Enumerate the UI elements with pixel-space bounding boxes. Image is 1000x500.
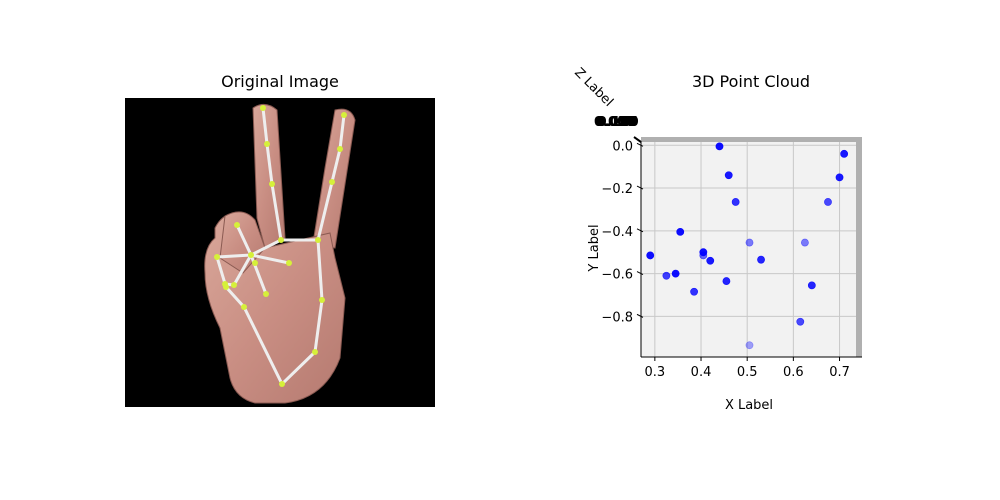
y-tick-mark bbox=[636, 313, 644, 318]
data-points bbox=[646, 142, 849, 350]
y-tick-mark bbox=[636, 185, 644, 190]
y-axis-label: Y Label bbox=[587, 224, 602, 272]
image-title: Original Image bbox=[221, 72, 339, 91]
z-pane-edge-right bbox=[856, 137, 862, 357]
data-point bbox=[835, 173, 844, 182]
landmark-edges bbox=[215, 106, 346, 386]
data-point bbox=[671, 269, 680, 278]
data-point bbox=[706, 256, 715, 265]
y-tick-mark bbox=[636, 228, 644, 233]
data-point bbox=[745, 238, 754, 247]
data-point bbox=[690, 287, 698, 296]
data-point bbox=[699, 251, 708, 260]
data-point bbox=[824, 198, 832, 206]
x-tick-label: 0.6 bbox=[783, 365, 804, 380]
chart-title: 3D Point Cloud bbox=[691, 72, 811, 91]
landmark-points bbox=[214, 105, 347, 387]
data-point bbox=[796, 317, 805, 326]
x-tick-label: 0.7 bbox=[829, 365, 850, 380]
x-ticks: 0.3 0.4 0.5 0.6 0.7 bbox=[645, 357, 850, 380]
data-point bbox=[662, 271, 671, 280]
data-point bbox=[676, 227, 685, 236]
hand-image bbox=[125, 98, 435, 407]
y-tick-label: 0.0 bbox=[612, 139, 633, 154]
z-tick-label: 0.100 bbox=[596, 115, 637, 130]
y-tick-mark bbox=[636, 142, 644, 147]
y-tick-mark bbox=[636, 271, 644, 276]
data-point bbox=[807, 281, 816, 290]
hand-landmark-overlay bbox=[204, 104, 356, 404]
y-tick-label: −0.8 bbox=[601, 310, 633, 325]
data-point bbox=[745, 341, 754, 350]
z-tick-label: 0.075 bbox=[596, 115, 637, 130]
z-tick-label: 0.050 bbox=[595, 115, 636, 130]
x-tick-label: 0.3 bbox=[645, 365, 666, 380]
data-point bbox=[646, 251, 655, 260]
z-tick-label: 0.125 bbox=[597, 115, 638, 130]
data-point bbox=[840, 149, 849, 158]
data-point bbox=[715, 142, 724, 151]
data-point bbox=[724, 171, 733, 180]
data-point bbox=[757, 255, 765, 264]
y-tick-label: −0.6 bbox=[601, 268, 633, 283]
z-axis-stub bbox=[633, 136, 642, 143]
z-pane-edge-top bbox=[641, 137, 862, 142]
data-point bbox=[722, 277, 731, 285]
y-tick-label: −0.2 bbox=[601, 182, 633, 197]
z-tick-label: 0.000 bbox=[594, 115, 635, 130]
x-tick-label: 0.4 bbox=[691, 365, 712, 380]
z-tick-label: 0.025 bbox=[595, 115, 636, 130]
z-tick-label: 0.150 bbox=[598, 115, 639, 130]
x-tick-label: 0.5 bbox=[737, 365, 758, 380]
y-ticks: 0.0 −0.2 −0.4 −0.6 −0.8 bbox=[601, 139, 644, 325]
plot-area bbox=[641, 141, 858, 357]
data-point bbox=[801, 238, 809, 247]
data-point bbox=[731, 198, 740, 206]
z-axis-label: Z Label bbox=[571, 65, 616, 110]
y-tick-label: −0.4 bbox=[601, 225, 633, 240]
x-axis-label: X Label bbox=[725, 398, 773, 413]
